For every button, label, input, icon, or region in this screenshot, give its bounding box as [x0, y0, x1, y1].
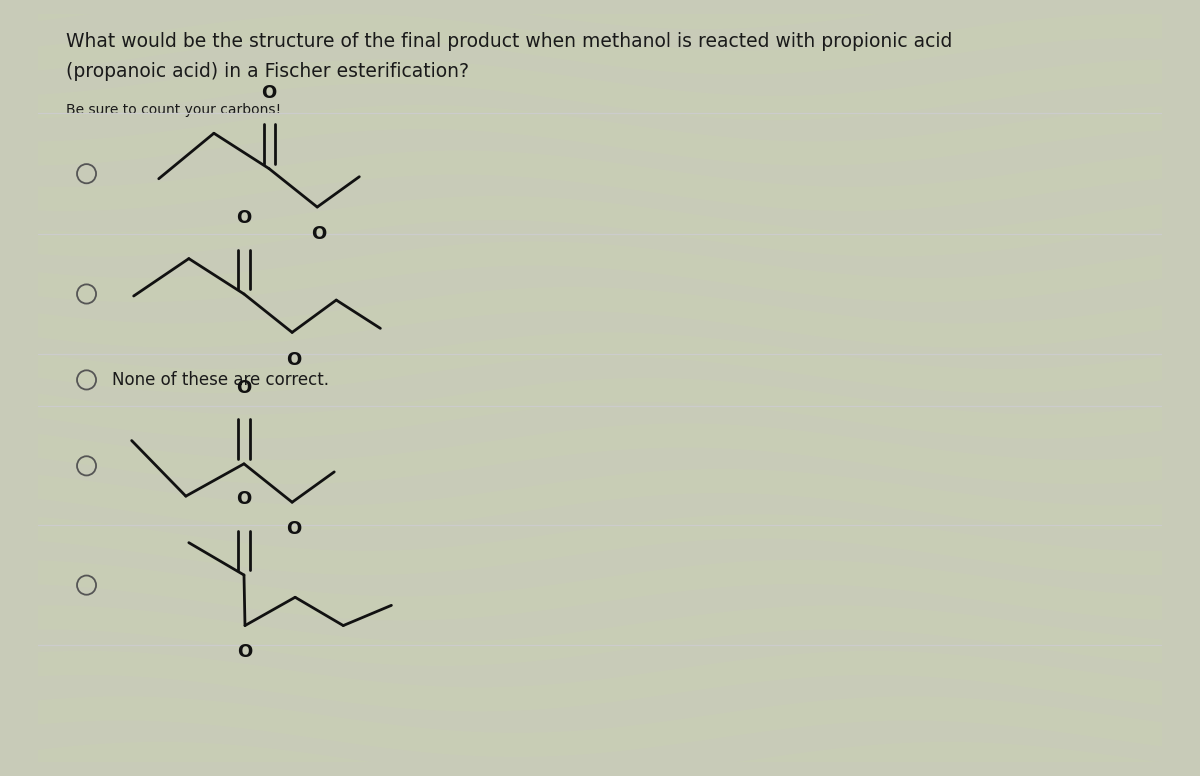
Text: O: O — [236, 379, 252, 397]
Text: O: O — [238, 643, 253, 660]
Text: O: O — [312, 225, 326, 243]
Text: O: O — [236, 490, 252, 508]
Text: O: O — [287, 521, 301, 539]
Text: Be sure to count your carbons!: Be sure to count your carbons! — [66, 103, 282, 117]
Text: O: O — [262, 84, 277, 102]
Text: What would be the structure of the final product when methanol is reacted with p: What would be the structure of the final… — [66, 32, 953, 51]
Text: (propanoic acid) in a Fischer esterification?: (propanoic acid) in a Fischer esterifica… — [66, 63, 469, 81]
Text: O: O — [236, 210, 252, 227]
Text: O: O — [287, 351, 301, 369]
Text: None of these are correct.: None of these are correct. — [112, 371, 329, 389]
